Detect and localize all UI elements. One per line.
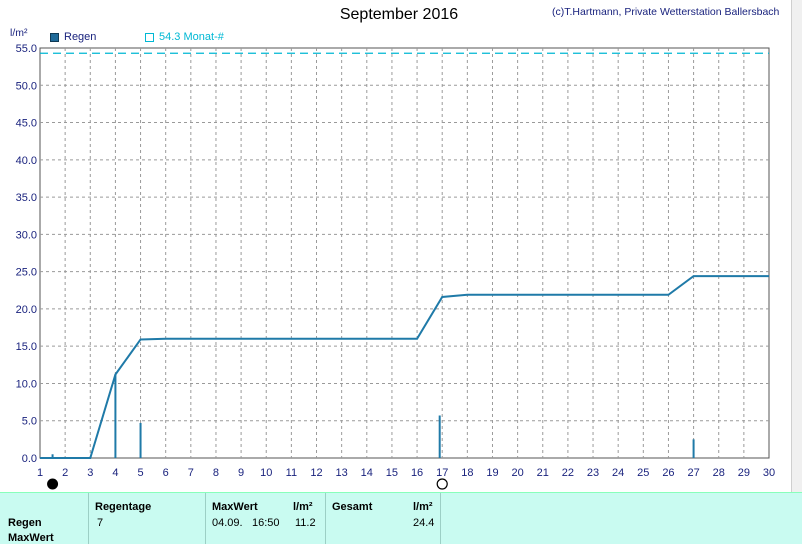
y-tick-label: 40.0 [16, 155, 37, 167]
row-label-regen: Regen [8, 517, 42, 529]
y-axis-unit: l/m² [10, 27, 28, 39]
x-tick-label: 22 [562, 467, 574, 479]
summary-panel: Regen MaxWert Regentage 7 MaxWert l/m² 0… [0, 492, 802, 544]
maxwert-time: 16:50 [252, 517, 280, 529]
vertical-scrollbar[interactable] [791, 0, 802, 492]
x-tick-label: 19 [486, 467, 498, 479]
x-tick-label: 14 [361, 467, 373, 479]
daily-rain-bar [438, 415, 441, 458]
x-tick-label: 17 [436, 467, 448, 479]
panel-divider [88, 493, 89, 544]
y-tick-label: 20.0 [16, 304, 37, 316]
x-tick-label: 29 [738, 467, 750, 479]
credit-text: (c)T.Hartmann, Private Wetterstation Bal… [552, 6, 780, 18]
rain-chart: 0.0 5.0 10.0 15.0 20.0 25.0 30.0 35.0 40.0 45.0 50… [16, 43, 775, 490]
legend-avg-swatch [145, 32, 154, 42]
x-tick-label: 13 [336, 467, 348, 479]
row-label-maxwert: MaxWert [8, 532, 54, 544]
gesamt-value: 24.4 [413, 517, 435, 529]
panel-divider [325, 493, 326, 544]
legend-regen: Regen [50, 31, 96, 43]
y-tick-label: 55.0 [16, 43, 37, 55]
x-tick-label: 9 [238, 467, 244, 479]
daily-rain-bar [139, 422, 142, 458]
x-tick-label: 27 [687, 467, 699, 479]
panel-divider [440, 493, 441, 544]
y-tick-label: 50.0 [16, 80, 37, 92]
maxwert-date: 04.09. [212, 517, 243, 529]
daily-rain-bar [692, 439, 695, 458]
regentage-header: Regentage [95, 501, 152, 513]
cumulative-rain-line [40, 275, 769, 459]
y-tick-label: 10.0 [16, 378, 37, 390]
panel-divider [205, 493, 206, 544]
legend-avg: 54.3 Monat-# [145, 31, 224, 43]
x-tick-label: 2 [62, 467, 68, 479]
maxwert-unit: l/m² [293, 501, 313, 513]
y-tick-label: 30.0 [16, 229, 37, 241]
x-tick-label: 25 [637, 467, 649, 479]
x-tick-label: 8 [213, 467, 219, 479]
x-tick-label: 10 [260, 467, 272, 479]
x-tick-label: 24 [612, 467, 624, 479]
full-moon-marker [436, 478, 448, 490]
x-tick-label: 16 [411, 467, 423, 479]
y-tick-label: 5.0 [22, 416, 37, 428]
x-tick-label: 4 [112, 467, 118, 479]
daily-rain-bar [51, 454, 54, 458]
y-tick-label: 25.0 [16, 267, 37, 279]
x-tick-label: 20 [511, 467, 523, 479]
x-tick-label: 30 [763, 467, 775, 479]
x-tick-label: 28 [713, 467, 725, 479]
y-tick-label: 0.0 [22, 453, 37, 465]
x-tick-label: 7 [188, 467, 194, 479]
y-tick-label: 15.0 [16, 341, 37, 353]
legend-avg-label: 54.3 Monat-# [159, 31, 224, 43]
x-tick-label: 12 [310, 467, 322, 479]
x-tick-label: 6 [163, 467, 169, 479]
new-moon-marker [47, 478, 59, 490]
x-tick-label: 3 [87, 467, 93, 479]
chart-title: September 2016 [339, 6, 459, 23]
maxwert-value: 11.2 [295, 517, 316, 529]
x-tick-label: 23 [587, 467, 599, 479]
gesamt-unit: l/m² [413, 501, 433, 513]
x-tick-label: 21 [537, 467, 549, 479]
x-tick-label: 11 [286, 467, 297, 479]
y-tick-label: 45.0 [16, 118, 37, 130]
x-tick-label: 1 [37, 467, 43, 479]
plot-area [39, 47, 770, 459]
legend-regen-swatch [50, 32, 59, 42]
x-tick-label: 26 [662, 467, 674, 479]
x-tick-label: 15 [386, 467, 398, 479]
daily-rain-bar [114, 374, 117, 458]
regentage-value: 7 [97, 517, 104, 529]
legend-regen-label: Regen [64, 31, 97, 43]
x-tick-label: 5 [137, 467, 143, 479]
y-tick-label: 35.0 [16, 192, 37, 204]
maxwert-header: MaxWert [212, 501, 258, 513]
gesamt-header: Gesamt [332, 501, 373, 513]
x-tick-label: 18 [461, 467, 473, 479]
